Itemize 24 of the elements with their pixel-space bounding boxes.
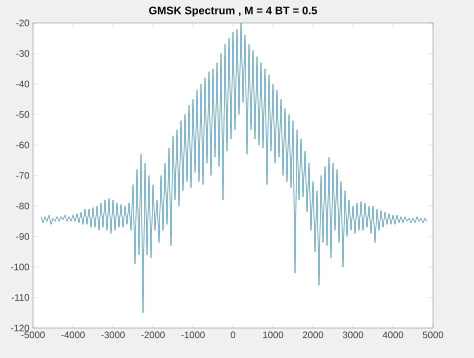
y-tick-label: -120 [10, 324, 30, 332]
x-tick-label: 1000 [263, 332, 284, 338]
x-tick-label: 5000 [422, 332, 444, 338]
y-tick-label: -50 [16, 111, 30, 118]
x-tick-label: -5000 [21, 332, 45, 338]
y-tick-label: -40 [16, 80, 30, 88]
y-tick-label: -80 [16, 202, 30, 210]
x-tick-label: -3000 [101, 332, 125, 338]
chart-title: GMSK Spectrum , M = 4 BT = 0.5 [149, 6, 318, 16]
y-tick-label: -60 [16, 142, 30, 148]
x-tick-label: -2000 [141, 332, 165, 338]
y-tick-label: -110 [12, 294, 30, 301]
y-tick-label: -100 [10, 264, 30, 270]
x-tick-label: -1000 [181, 332, 205, 338]
x-tick-label: -4000 [61, 332, 85, 338]
y-tick-label: -90 [16, 233, 30, 240]
x-tick-label: 3000 [342, 332, 364, 338]
x-tick-label: 4000 [382, 332, 404, 338]
line-series [40, 22, 428, 313]
y-tick-label: -70 [16, 172, 30, 179]
x-tick-label: 0 [230, 332, 236, 338]
y-tick-label: -20 [16, 20, 30, 26]
y-tick-label: -30 [16, 50, 30, 57]
x-tick-label: 2000 [302, 332, 324, 338]
